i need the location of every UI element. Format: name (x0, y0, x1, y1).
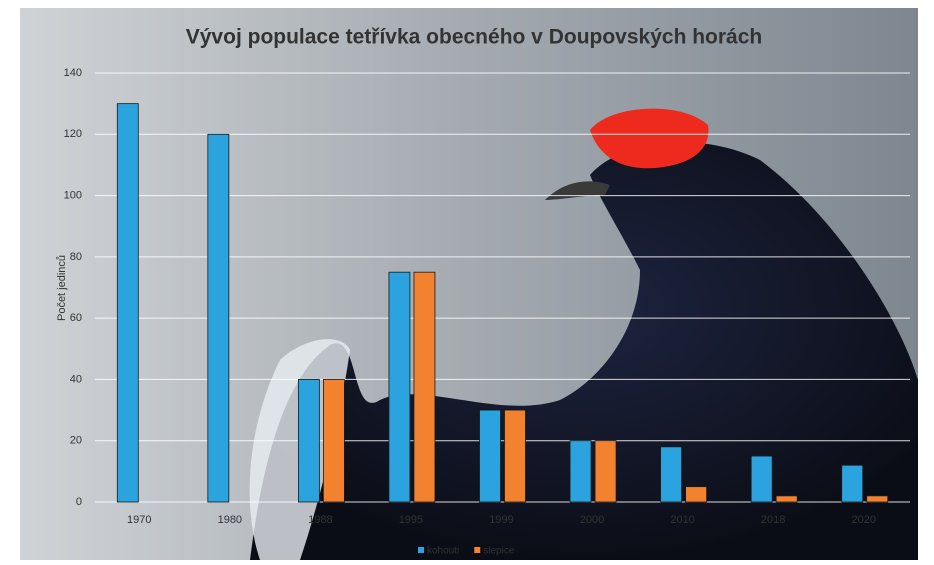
x-tick-label: 2000 (580, 514, 604, 526)
y-tick-label: 80 (70, 251, 82, 263)
legend-swatch (418, 547, 424, 553)
x-tick-label: 1995 (399, 514, 423, 526)
x-tick-label: 2018 (761, 514, 785, 526)
bar (661, 447, 682, 502)
y-tick-label: 20 (70, 435, 82, 447)
bar (389, 272, 410, 502)
y-tick-label: 40 (70, 373, 82, 385)
legend-label: slepice (483, 546, 515, 557)
x-tick-label: 1999 (489, 514, 513, 526)
bar (751, 456, 772, 502)
x-tick-label: 1980 (218, 514, 242, 526)
chart-title: Vývoj populace tetřívka obecného v Doupo… (186, 26, 763, 49)
bar (414, 272, 435, 502)
x-tick-label: 2020 (851, 514, 875, 526)
chart: Vývoj populace tetřívka obecného v Doupo… (0, 0, 934, 565)
bar (323, 379, 344, 502)
x-tick-label: 1970 (127, 514, 151, 526)
bar (842, 465, 863, 502)
bar (776, 496, 797, 502)
bar (867, 496, 888, 502)
legend-label: kohouti (427, 546, 459, 557)
x-tick-label: 2010 (670, 514, 694, 526)
y-tick-label: 140 (64, 67, 82, 79)
bar (505, 410, 526, 502)
y-tick-label: 120 (64, 128, 82, 140)
bar (208, 134, 229, 502)
bar (686, 487, 707, 502)
y-tick-label: 100 (64, 189, 82, 201)
bar (117, 104, 138, 502)
y-tick-label: 0 (76, 496, 82, 508)
y-axis-label: Počet jedinců (56, 255, 68, 321)
x-tick-label: 1988 (308, 514, 332, 526)
bar (595, 441, 616, 502)
bar (298, 379, 319, 502)
y-tick-label: 60 (70, 312, 82, 324)
legend-swatch (474, 547, 480, 553)
bar (480, 410, 501, 502)
bar (570, 441, 591, 502)
